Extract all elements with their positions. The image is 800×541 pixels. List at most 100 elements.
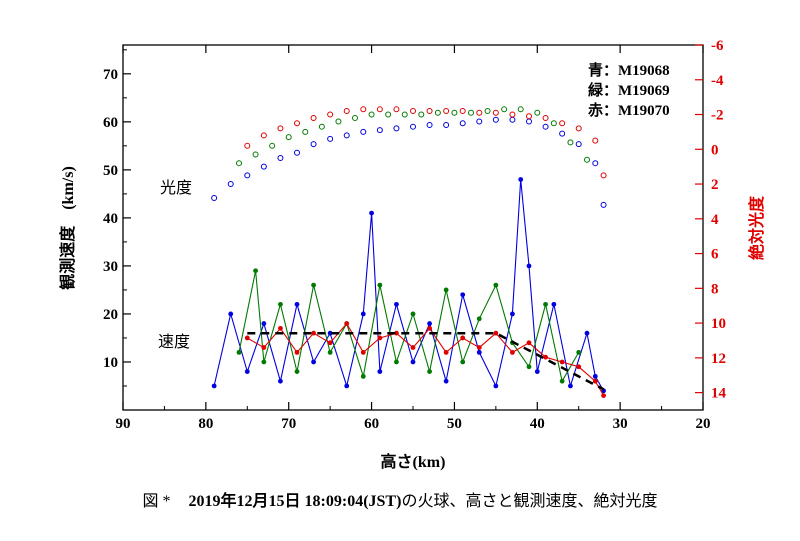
velocity-point-M19069 [294,369,300,374]
magnitude-annotation: 光度 [160,179,192,197]
velocity-point-M19068 [244,369,250,374]
velocity-point-M19068 [526,263,532,269]
magnitude-point-M19069 [285,134,292,141]
magnitude-point-M19069 [517,106,524,113]
velocity-point-M19069 [460,359,466,365]
magnitude-point-M19070 [360,106,367,113]
velocity-point-M19070 [427,325,432,331]
velocity-point-M19069 [443,287,449,293]
y-right-tick-label: 0 [711,142,719,158]
magnitude-point-M19070 [294,120,300,127]
y-right-tick-label: -6 [711,38,724,54]
magnitude-point-M19069 [352,115,358,121]
velocity-point-M19068 [510,311,515,317]
magnitude-point-M19069 [567,139,574,146]
velocity-point-M19068 [592,373,598,379]
velocity-point-M19069 [427,369,432,374]
y-left-tick-label: 30 [103,259,118,275]
velocity-point-M19070 [460,335,466,341]
velocity-point-M19068 [294,301,300,307]
figure-caption: 図 * 2019年12月15日 18:09:04(JST)の火球、高さと観測速度、… [0,487,800,511]
velocity-point-M19069 [394,359,399,365]
magnitude-point-M19068 [343,132,350,139]
magnitude-point-M19068 [492,116,499,123]
magnitude-point-M19069 [318,123,325,130]
legend-entry-blue: 青：M19068 [588,61,670,79]
velocity-point-M19068 [228,311,234,317]
chart: 90 80 70 60 50 40 30 20 10 20 30 40 50 60 70 -6 -4 -2 0 2 4 6… [58,38,766,471]
y-right-tick-label: 10 [711,316,726,332]
velocity-point-M19070 [244,335,250,341]
velocity-point-M19070 [543,354,548,360]
magnitude-point-M19070 [410,108,416,115]
magnitude-point-M19069 [534,109,541,116]
magnitude-point-M19070 [600,172,607,179]
velocity-point-M19070 [327,340,333,346]
velocity-point-M19070 [476,345,482,350]
magnitude-point-M19070 [277,125,284,132]
velocity-point-M19069 [493,282,499,288]
velocity-point-M19068 [377,369,383,374]
x-tick-label: 20 [696,416,711,432]
velocity-point-M19068 [360,311,366,317]
magnitude-point-M19070 [393,106,400,113]
magnitude-point-M19070 [526,113,532,120]
magnitude-point-M19070 [492,109,499,116]
y-left-tick-label: 60 [103,115,118,131]
velocity-point-M19068 [344,383,350,389]
magnitude-point-M19070 [343,108,350,115]
magnitude-point-M19069 [550,120,557,127]
y-left-tick-label: 20 [103,307,118,323]
velocity-point-M19070 [601,393,606,398]
magnitude-point-M19070 [244,142,251,149]
magnitude-point-M19068 [476,118,483,125]
magnitude-point-M19070 [443,108,450,115]
magnitude-point-M19070 [310,115,317,121]
magnitude-point-M19069 [236,160,242,167]
legend-entry-red: 赤：M19070 [588,101,670,119]
x-tick-label: 80 [198,416,213,432]
y-right-tick-label: 14 [711,386,727,402]
velocity-point-M19068 [460,292,466,298]
magnitude-point-M19068 [443,121,450,128]
x-tick-label: 70 [281,416,296,432]
velocity-point-M19070 [576,364,582,370]
velocity-point-M19069 [410,311,416,317]
velocity-point-M19070 [377,335,383,341]
velocity-point-M19069 [311,282,316,288]
magnitude-point-M19068 [260,163,267,170]
magnitude-point-M19068 [277,154,284,161]
velocity-point-M19069 [476,316,482,322]
magnitude-point-M19069 [269,142,276,149]
velocity-point-M19068 [394,301,399,307]
y-axis-left-label: 観測速度 (km/s) [58,166,77,290]
y-right-tick-label: 4 [711,212,719,228]
velocity-point-M19070 [410,345,416,350]
y-right-tick-label: -2 [711,108,724,124]
magnitude-point-M19070 [509,111,516,118]
magnitude-point-M19068 [509,116,516,123]
velocity-point-M19069 [327,349,333,355]
y-left-tick-label: 40 [103,211,118,227]
caption-title: の火球、高さと観測速度、絶対光度 [401,493,658,510]
x-tick-label: 60 [364,416,379,432]
velocity-point-M19068 [311,359,316,365]
velocity-point-M19069 [526,364,532,370]
magnitude-point-M19068 [542,123,549,130]
velocity-point-M19068 [584,330,590,336]
magnitude-point-M19068 [600,201,607,208]
magnitude-point-M19070 [476,109,483,116]
magnitude-point-M19068 [310,141,317,148]
velocity-point-M19069 [253,268,258,274]
magnitude-point-M19070 [260,132,267,139]
y-left-tick-label: 10 [103,355,118,371]
velocity-point-M19070 [510,349,515,355]
magnitude-point-M19068 [360,128,367,135]
velocity-fit-line [247,331,605,391]
y-left-tick-label: 70 [103,67,118,83]
plot-frame [122,44,704,411]
magnitude-point-M19069 [584,156,590,163]
velocity-point-M19070 [360,349,366,355]
magnitude-point-M19070 [575,125,582,132]
magnitude-point-M19068 [559,130,566,137]
